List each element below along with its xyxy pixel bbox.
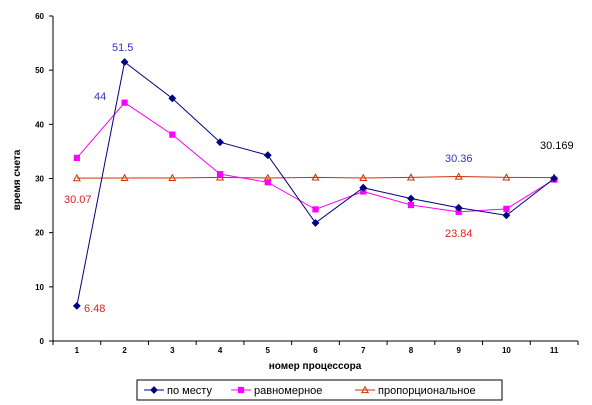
- y-tick-label: 50: [35, 66, 44, 75]
- data-point: [168, 173, 177, 182]
- data-annotation: 30.36: [445, 153, 473, 165]
- legend-swatch-marker: [150, 386, 158, 394]
- data-annotation: 51.5: [112, 42, 133, 54]
- data-point: [120, 58, 129, 66]
- data-annotation: 30.07: [64, 194, 92, 206]
- data-annotation: 23.84: [445, 228, 473, 240]
- data-annotation: 44: [94, 91, 106, 103]
- data-point: [502, 211, 511, 220]
- x-tick-label: 5: [266, 346, 271, 355]
- y-tick-label: 40: [35, 120, 44, 129]
- data-point: [503, 205, 510, 212]
- data-point: [121, 99, 128, 106]
- x-tick-label: 3: [170, 346, 175, 355]
- data-point: [502, 173, 511, 181]
- x-tick-label: 8: [409, 346, 414, 355]
- data-point: [264, 179, 271, 186]
- legend-swatch-marker: [237, 386, 245, 394]
- data-annotation: 6.48: [84, 303, 105, 315]
- legend-label: равномерное: [254, 385, 322, 397]
- annotation-layer: 51.5 44 30.36 30.169 30.07 23.84 6.48: [64, 42, 574, 315]
- data-point: [359, 173, 368, 182]
- data-point: [312, 206, 319, 213]
- data-point: [263, 151, 272, 160]
- x-tick-label: 9: [456, 346, 461, 355]
- y-axis-title: время счета: [12, 149, 23, 210]
- x-tick-label: 10: [502, 346, 511, 355]
- x-axis-ticks: 1 2 3 4 5 6 7 8 9 10 11: [52, 341, 579, 355]
- y-tick-label: 60: [35, 12, 44, 21]
- legend-entry: по месту: [144, 385, 212, 397]
- series-layer: [72, 58, 559, 310]
- x-tick-label: 6: [313, 346, 318, 355]
- data-point: [72, 173, 81, 182]
- data-point: [216, 138, 224, 147]
- data-point: [406, 173, 416, 181]
- legend: по месту равномерное пропорциональное: [136, 379, 503, 401]
- data-point: [550, 174, 559, 183]
- y-tick-label: 20: [35, 229, 44, 238]
- data-point: [359, 183, 368, 192]
- x-tick-label: 2: [122, 346, 127, 355]
- x-tick-label: 1: [75, 346, 80, 355]
- legend-entry: пропорциональное: [355, 385, 476, 397]
- series-1: [72, 58, 559, 310]
- data-point: [72, 301, 81, 310]
- x-tick-label: 4: [218, 346, 223, 355]
- series-line: [76, 176, 555, 179]
- data-point: [311, 173, 320, 181]
- data-point: [168, 94, 177, 103]
- data-point: [73, 154, 80, 162]
- y-tick-label: 10: [35, 283, 44, 292]
- legend-entry: равномерное: [231, 385, 322, 397]
- data-point: [407, 201, 415, 209]
- legend-swatch-marker: [360, 385, 370, 394]
- y-tick-label: 0: [40, 337, 45, 346]
- x-tick-label: 11: [550, 346, 559, 355]
- legend-box: [136, 379, 503, 401]
- data-point: [311, 219, 320, 227]
- y-axis-ticks: 0 10 20 30 40 50 60: [35, 12, 53, 346]
- x-tick-label: 7: [361, 346, 366, 355]
- x-axis-title: номер процессора: [269, 361, 362, 372]
- legend-label: по месту: [167, 385, 212, 397]
- y-tick-label: 30: [35, 175, 44, 184]
- data-point: [454, 203, 463, 212]
- data-point: [169, 131, 176, 138]
- data-point: [120, 173, 129, 182]
- data-point: [216, 171, 224, 178]
- data-point: [407, 194, 415, 203]
- data-annotation: 30.169: [540, 140, 574, 152]
- data-point: [454, 172, 463, 180]
- legend-label: пропорциональное: [378, 385, 476, 397]
